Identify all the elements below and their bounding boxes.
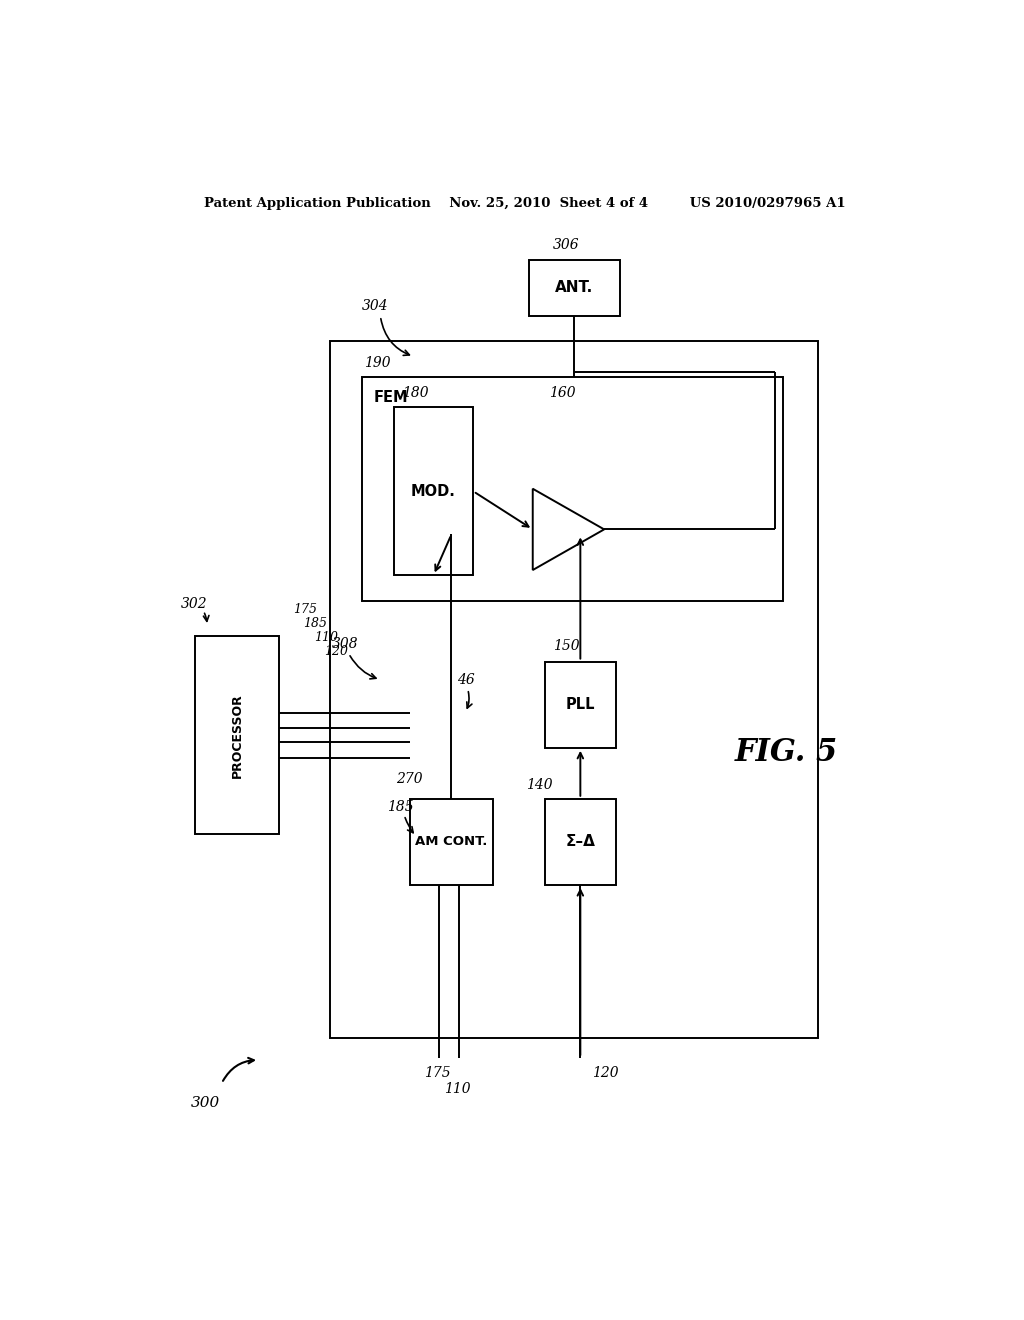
Text: FIG. 5: FIG. 5	[735, 738, 839, 768]
Text: 150: 150	[553, 639, 580, 653]
Text: 110: 110	[444, 1082, 471, 1097]
Text: Patent Application Publication    Nov. 25, 2010  Sheet 4 of 4         US 2010/02: Patent Application Publication Nov. 25, …	[204, 197, 846, 210]
Bar	[331, 342, 818, 1038]
Text: 140: 140	[526, 777, 553, 792]
Text: 120: 120	[324, 645, 348, 659]
Bar	[410, 799, 494, 886]
Text: 306: 306	[553, 238, 580, 252]
Text: 180: 180	[401, 387, 428, 400]
Text: 175: 175	[424, 1067, 451, 1080]
Text: PLL: PLL	[565, 697, 595, 713]
Bar	[528, 260, 621, 315]
Text: 185: 185	[387, 800, 414, 814]
Text: 302: 302	[181, 597, 208, 611]
Bar	[394, 408, 473, 576]
Text: FEM: FEM	[374, 389, 409, 405]
Bar	[545, 661, 616, 748]
Text: PROCESSOR: PROCESSOR	[230, 693, 244, 777]
Text: 308: 308	[332, 638, 358, 651]
Text: Σ–Δ: Σ–Δ	[565, 834, 595, 850]
Text: 120: 120	[592, 1067, 618, 1080]
Text: 304: 304	[362, 298, 389, 313]
Text: 46: 46	[458, 673, 475, 686]
Text: 270: 270	[396, 771, 423, 785]
Text: 300: 300	[190, 1096, 219, 1110]
Text: ANT.: ANT.	[555, 280, 594, 296]
Bar	[362, 378, 782, 601]
Text: 190: 190	[365, 356, 391, 370]
Bar	[545, 799, 616, 886]
Text: 175: 175	[293, 603, 317, 615]
Bar	[196, 636, 279, 834]
Text: 110: 110	[313, 631, 338, 644]
Polygon shape	[532, 488, 604, 570]
Text: AM CONT.: AM CONT.	[415, 836, 487, 849]
Text: 185: 185	[303, 616, 328, 630]
Text: MOD.: MOD.	[411, 483, 456, 499]
Text: 160: 160	[549, 387, 575, 400]
